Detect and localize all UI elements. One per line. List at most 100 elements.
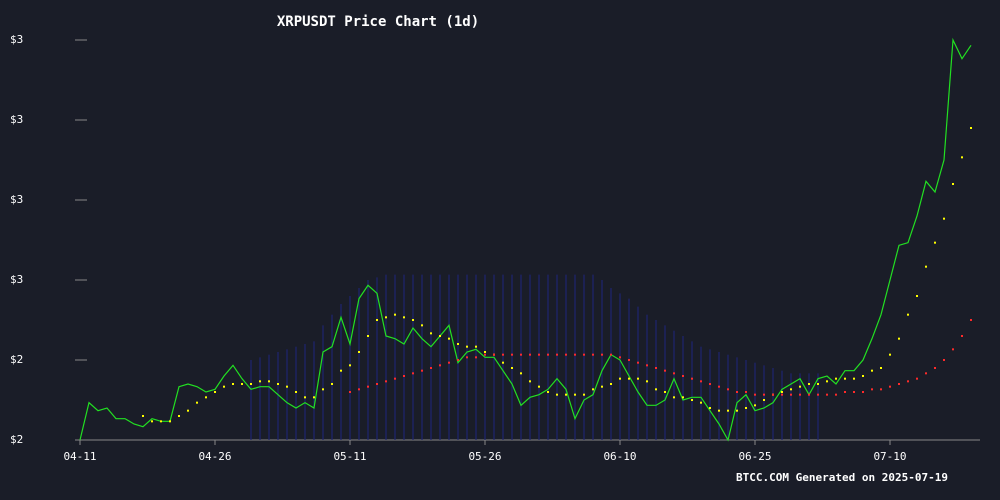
indicator-dot [574,353,576,356]
indicator-dot [736,409,738,412]
indicator-dot [637,377,639,380]
indicator-dot [583,393,585,396]
indicator-dot [592,388,594,391]
indicator-dot [196,401,198,404]
indicator-dot [313,396,315,399]
y-tick-label: $2 [10,433,23,446]
indicator-dot [268,380,270,383]
indicator-dot [592,353,594,356]
indicator-dot [565,393,567,396]
indicator-dot [718,409,720,412]
indicator-dot [286,385,288,388]
indicator-dot [394,313,396,316]
indicator-dot [754,404,756,407]
indicator-dot [853,377,855,380]
indicator-dot [547,353,549,356]
indicator-dot [502,353,504,356]
indicator-dot [709,383,711,385]
indicator-dot [169,420,171,423]
indicator-dot [790,388,792,391]
y-tick-label: $3 [10,33,23,46]
indicator-dot [700,380,702,383]
indicator-dot [493,353,495,356]
footer: BTCC.COM Generated on 2025-07-19 [736,471,948,484]
indicator-dot [943,359,945,361]
indicator-dot [934,241,936,244]
indicator-dot [520,372,522,375]
indicator-dot [439,364,441,367]
indicator-dot [502,361,504,364]
indicator-dot [385,380,387,383]
indicator-dot [970,127,972,129]
indicator-dot [484,351,486,353]
indicator-dot [727,388,729,391]
indicator-dot [952,348,954,351]
indicator-dot [655,367,657,369]
x-tick-label: 05-26 [468,450,501,463]
indicator-dot [151,420,153,423]
indicator-dot [277,383,279,385]
indicator-dot [943,217,945,220]
indicator-dot [745,407,747,409]
indicator-dot [448,337,450,340]
indicator-dot [664,391,666,393]
indicator-dot [142,415,144,417]
indicator-dot [673,372,675,375]
x-tick-label: 07-10 [873,450,906,463]
indicator-dot [160,420,162,423]
indicator-dot [457,343,459,345]
indicator-dot [448,361,450,364]
indicator-dot [340,369,342,372]
x-tick-label: 06-10 [603,450,636,463]
x-tick-label: 04-11 [63,450,96,463]
indicator-dot [259,380,261,383]
indicator-dot [187,409,189,412]
indicator-dot [961,156,963,159]
indicator-dot [718,385,720,388]
indicator-dot [916,295,918,297]
indicator-dot [898,383,900,385]
indicator-dot [889,385,891,388]
indicator-dot [925,372,927,375]
indicator-dot [808,383,810,385]
indicator-dot [691,399,693,401]
indicator-dot [358,351,360,353]
indicator-dot [610,383,612,385]
indicator-dot [646,364,648,367]
indicator-dot [466,345,468,348]
indicator-dot [808,393,810,396]
indicator-dot [628,377,630,380]
indicator-dot [790,393,792,396]
indicator-dot [817,393,819,396]
indicator-dot [673,396,675,399]
indicator-dot [799,393,801,396]
indicator-dot [358,388,360,391]
indicator-dot [736,391,738,393]
indicator-dot [466,356,468,359]
x-tick-label: 04-26 [198,450,231,463]
indicator-dot [835,393,837,396]
indicator-dot [880,388,882,391]
indicator-dot [691,377,693,380]
indicator-dot [421,324,423,327]
indicator-dot [871,369,873,372]
indicator-dot [295,391,297,393]
indicator-dot [916,377,918,380]
indicator-dot [223,385,225,388]
y-tick-label: $3 [10,193,23,206]
indicator-dot [826,380,828,383]
indicator-dot [781,391,783,393]
indicator-dot [619,377,621,380]
indicator-dot [439,335,441,337]
indicator-dot [700,401,702,404]
indicator-dot [853,391,855,393]
indicator-dot [646,380,648,383]
indicator-dot [970,319,972,321]
indicator-dot [538,385,540,388]
indicator-dot [601,353,603,356]
y-tick-label: $3 [10,273,23,286]
indicator-dot [835,377,837,380]
indicator-dot [430,367,432,369]
indicator-dot [304,396,306,399]
indicator-dot [412,319,414,321]
